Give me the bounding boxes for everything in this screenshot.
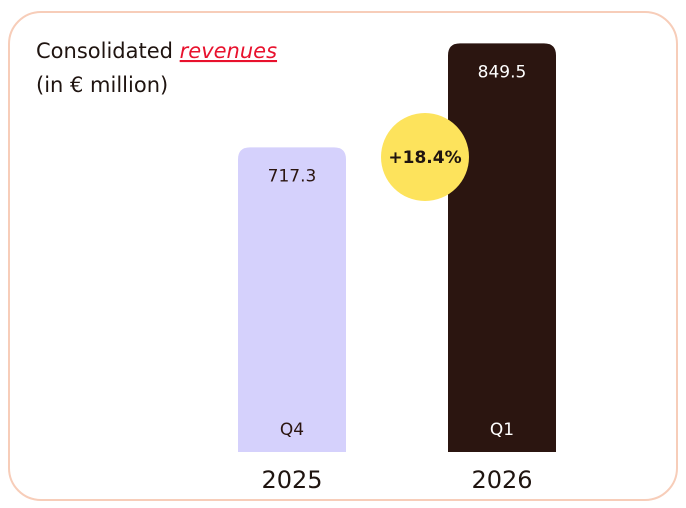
- year-label: 2026: [471, 466, 532, 494]
- title-text: Consolidated: [36, 39, 173, 63]
- chart-title: Consolidated revenues: [36, 39, 277, 63]
- year-label: 2025: [261, 466, 322, 494]
- value-label: 849.5: [478, 62, 527, 82]
- category-label: Q1: [490, 420, 514, 440]
- chart-subtitle: (in € million): [36, 73, 168, 97]
- bar: [448, 43, 556, 452]
- title-emphasis: revenues: [180, 39, 277, 63]
- value-label: 717.3: [268, 166, 317, 186]
- category-label: Q4: [280, 420, 304, 440]
- change-badge: [381, 113, 469, 201]
- bar: [238, 147, 346, 452]
- change-label: +18.4%: [388, 148, 461, 168]
